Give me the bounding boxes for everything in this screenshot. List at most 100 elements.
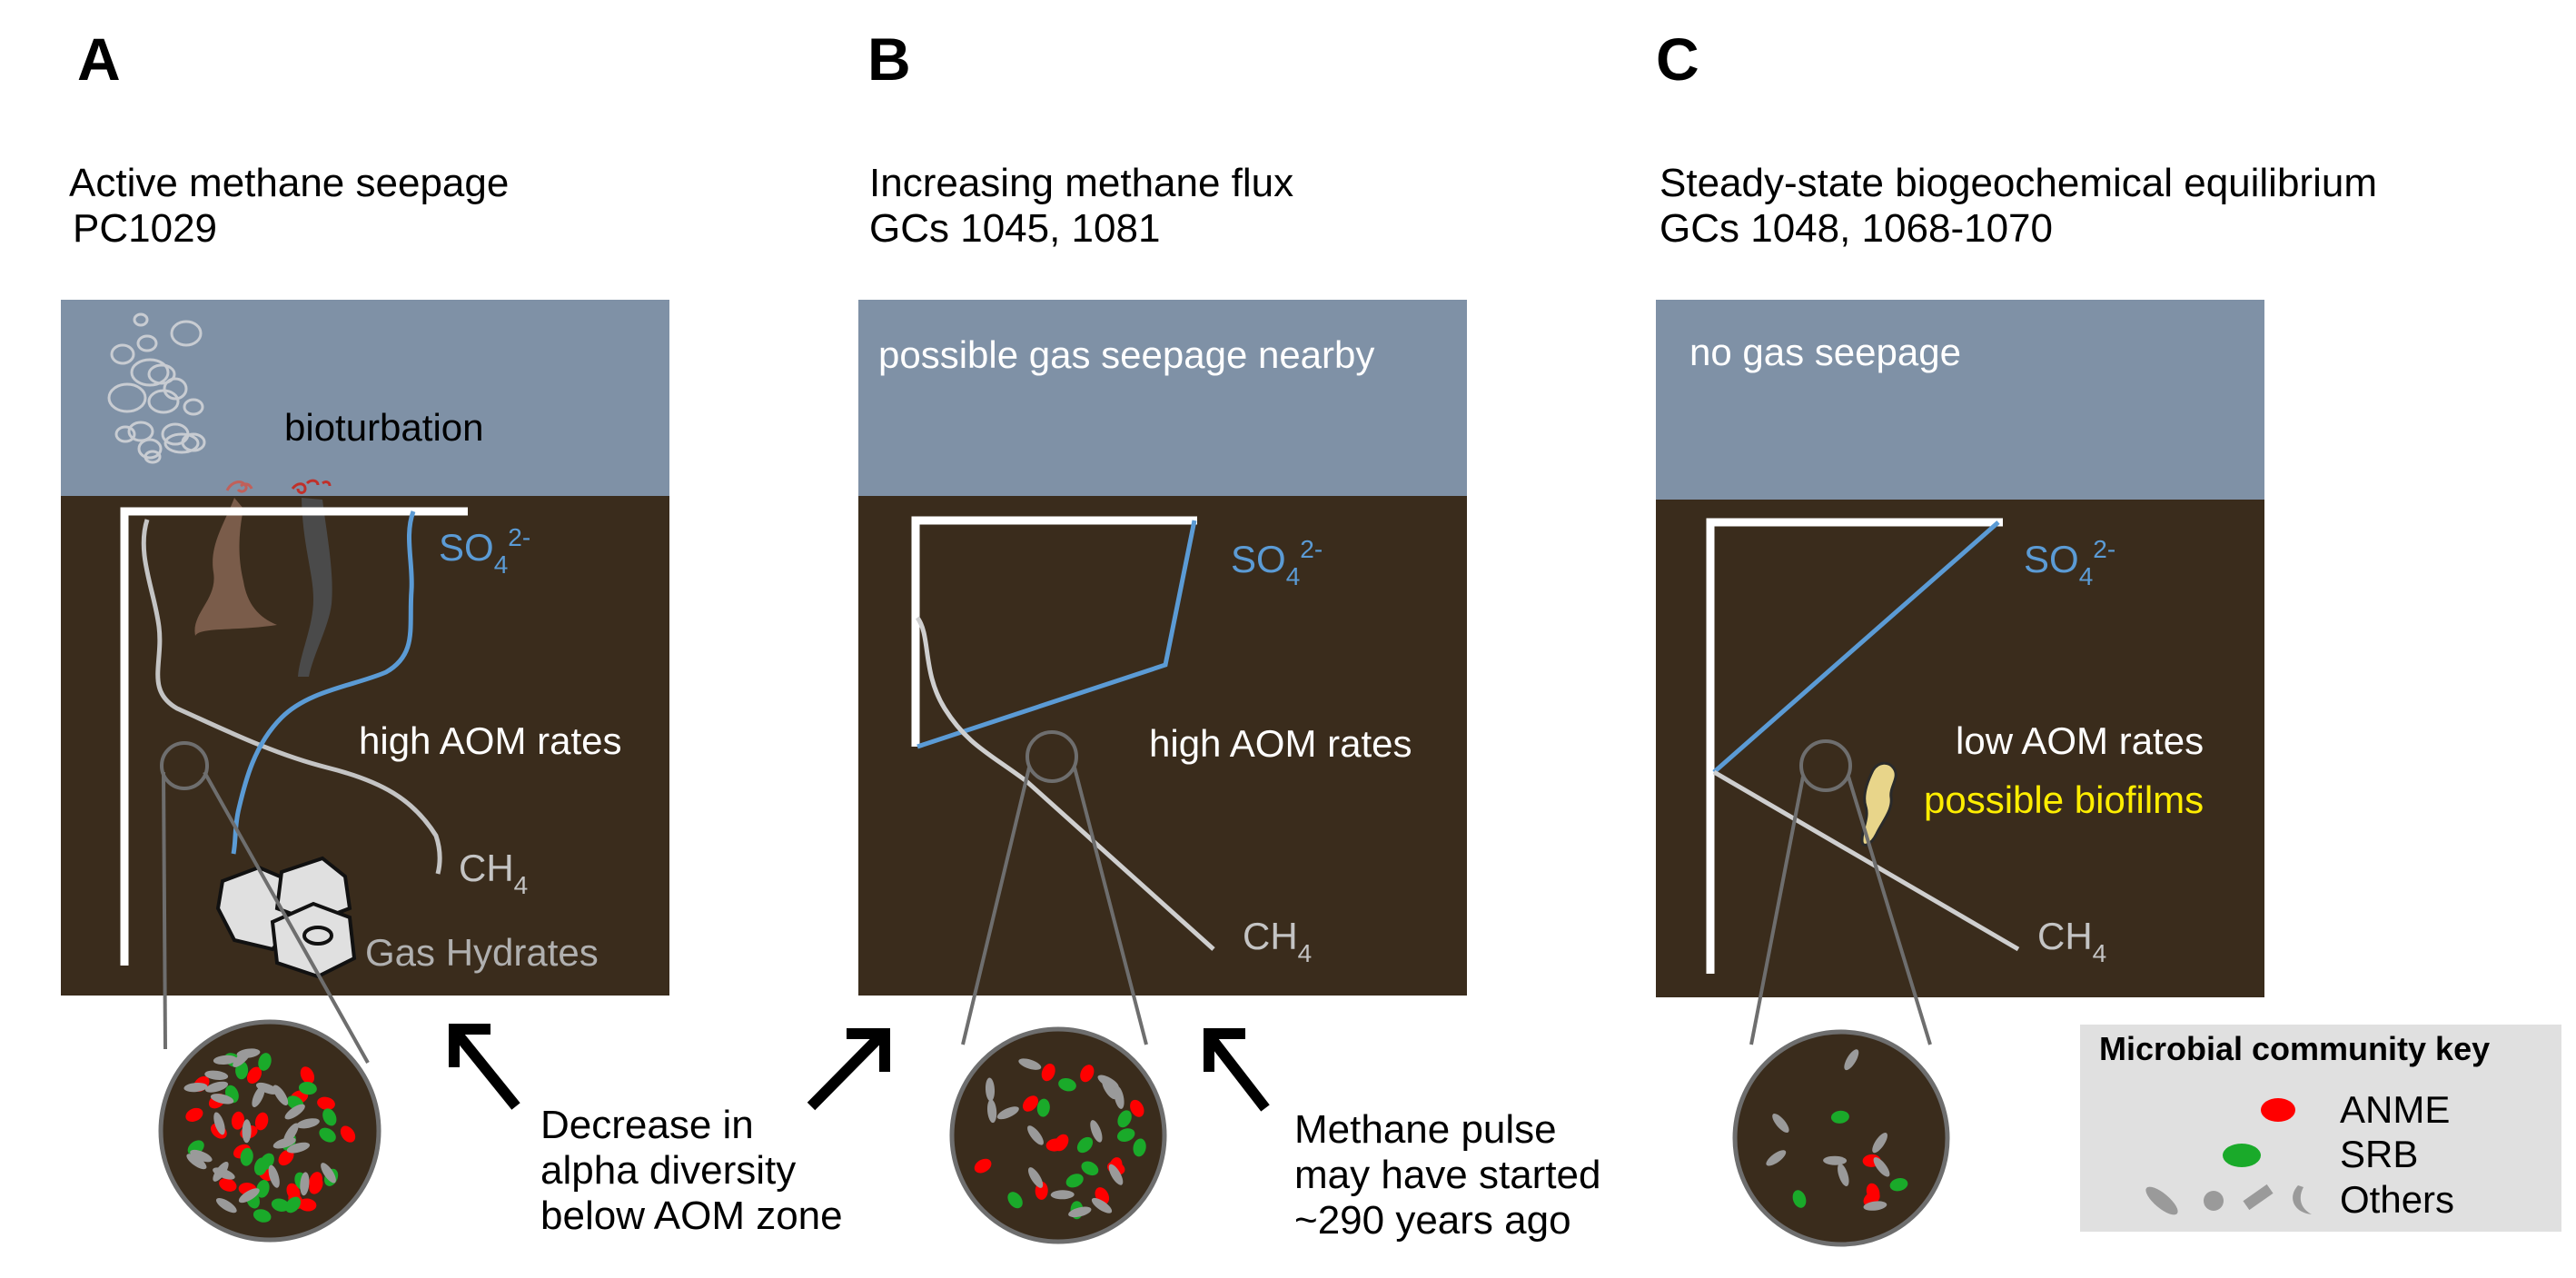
others-cell xyxy=(986,1099,997,1124)
diversity-annotation: Decrease in alpha diversity below AOM zo… xyxy=(540,1103,843,1238)
srb-cell xyxy=(1117,1110,1132,1128)
anme-cell xyxy=(254,1112,269,1131)
panel-a-sulfate-profile xyxy=(231,510,416,855)
srb-cell xyxy=(285,1196,302,1214)
srb-cell xyxy=(256,1179,270,1198)
panel-c-letter: C xyxy=(1656,25,1699,93)
others-cell xyxy=(190,1149,213,1163)
panel-c-microbe-cells xyxy=(1766,1049,1908,1211)
others-cell xyxy=(183,1082,208,1093)
panel-c-title: Steady-state biogeochemical equilibrium xyxy=(1660,161,2377,205)
panel-a-methane-label: CH4 xyxy=(459,847,528,899)
others-cell xyxy=(215,1198,237,1214)
panel-b-zoom-marker xyxy=(1025,730,1078,783)
key-anme-label: ANME xyxy=(2340,1088,2450,1131)
panel-c: C Steady-state biogeochemical equilibriu… xyxy=(1656,25,2377,1247)
panel-a-depth-axis xyxy=(120,507,468,966)
anme-cell xyxy=(278,1149,294,1166)
panel-c-zoom-line-left xyxy=(1749,776,1805,1045)
panel-b-methane-profile xyxy=(915,616,1215,951)
panel-b-depth-axis xyxy=(911,516,1197,747)
panel-b-methane-label: CH4 xyxy=(1243,915,1312,967)
srb-cell xyxy=(1036,1098,1050,1117)
gas-hydrates-label: Gas Hydrates xyxy=(365,931,599,974)
others-cell xyxy=(242,1119,252,1144)
others-cell xyxy=(186,1154,207,1170)
others-cell xyxy=(1108,1164,1124,1185)
burrowing-worm-brown xyxy=(194,498,277,636)
panel-b-sediment xyxy=(858,496,1467,996)
others-cell xyxy=(213,1167,235,1180)
others-cell xyxy=(1097,1075,1119,1089)
others-cell xyxy=(286,1142,311,1154)
panel-b-microbe-cells xyxy=(974,1058,1146,1220)
key-srb-swatch xyxy=(2223,1144,2261,1167)
anme-cell xyxy=(286,1183,301,1201)
key-anme-swatch xyxy=(2261,1098,2295,1122)
srb-cell xyxy=(1116,1128,1135,1142)
anme-cell xyxy=(1080,1065,1095,1083)
others-cell xyxy=(236,1048,261,1058)
pulse-annotation: Methane pulse may have started ~290 year… xyxy=(1294,1107,1601,1243)
arrow-to-panel-a xyxy=(449,1024,520,1110)
worm-tentacles-red xyxy=(291,479,332,494)
key-others-label: Others xyxy=(2340,1178,2454,1221)
srb-cell xyxy=(1889,1178,1908,1192)
pulse-line-3: ~290 years ago xyxy=(1294,1198,1571,1243)
srb-cell xyxy=(253,1157,268,1176)
others-cell xyxy=(1772,1114,1789,1133)
srb-cell xyxy=(322,1108,337,1126)
others-cell xyxy=(1090,1120,1103,1143)
others-cell xyxy=(1844,1049,1859,1071)
panel-a-aom-label: high AOM rates xyxy=(359,719,621,762)
panel-a-title: Active methane seepage xyxy=(69,161,509,205)
others-cell xyxy=(213,1112,225,1135)
anme-cell xyxy=(309,1176,323,1194)
panel-c-biofilm-label: possible biofilms xyxy=(1924,778,2204,821)
srb-cell xyxy=(1792,1190,1807,1208)
arrow-to-panel-b xyxy=(807,1028,890,1111)
others-cell xyxy=(1838,1164,1849,1186)
others-cell xyxy=(1050,1190,1075,1200)
panel-a-zoom-line-right xyxy=(203,771,370,1064)
diversity-line-1: Decrease in xyxy=(540,1103,754,1147)
others-cell xyxy=(252,1085,265,1107)
panel-c-water-column xyxy=(1656,300,2264,500)
srb-cell xyxy=(1830,1110,1849,1124)
others-cell xyxy=(238,1188,260,1204)
gas-bubbles xyxy=(107,312,206,464)
key-others-swatch xyxy=(2145,1184,2312,1215)
others-cell xyxy=(255,1082,279,1095)
panel-c-zoom-line-right xyxy=(1847,776,1932,1045)
worm-tentacles-brown xyxy=(225,480,253,493)
anme-cell xyxy=(340,1125,356,1143)
panel-a-sediment xyxy=(61,496,669,996)
others-cell xyxy=(1872,1132,1887,1154)
anme-cell xyxy=(298,1198,317,1212)
srb-cell xyxy=(298,1082,317,1095)
panel-b-sulfate-label: SO42- xyxy=(1231,535,1323,590)
anme-cell xyxy=(1045,1138,1065,1152)
panel-a-zoom-marker xyxy=(160,741,209,790)
srb-cell xyxy=(258,1053,272,1071)
panel-b-seepage-label: possible gas seepage nearby xyxy=(878,333,1374,376)
panel-c-sulfate-profile xyxy=(1712,520,2000,774)
others-cell xyxy=(210,1094,234,1105)
others-cell xyxy=(1068,1206,1092,1218)
srb-cell xyxy=(1065,1174,1084,1188)
srb-cell xyxy=(1007,1192,1023,1209)
anme-cell xyxy=(1130,1099,1144,1117)
others-cell xyxy=(985,1077,996,1102)
panel-b-water-column xyxy=(858,300,1467,496)
others-cell xyxy=(1027,1125,1044,1145)
others-cell xyxy=(1091,1197,1113,1214)
others-cell xyxy=(1114,1085,1125,1109)
panel-b-core-id: GCs 1045, 1081 xyxy=(869,206,1160,251)
panel-b: B Increasing methane flux GCs 1045, 1081… xyxy=(858,25,1467,1244)
diversity-line-2: alpha diversity xyxy=(540,1148,796,1193)
others-cell xyxy=(300,1172,310,1196)
anme-cell xyxy=(219,1177,237,1192)
panel-b-aom-label: high AOM rates xyxy=(1149,722,1412,765)
anme-cell xyxy=(185,1107,203,1122)
